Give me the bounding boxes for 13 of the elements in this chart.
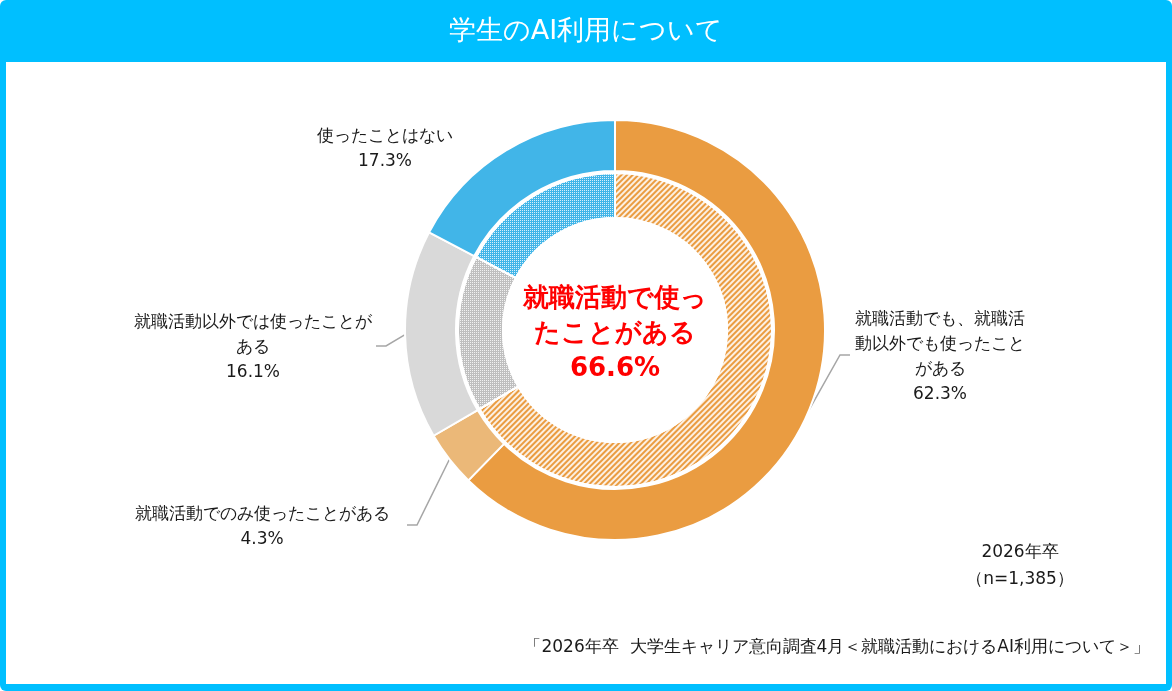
data-label: 16.1% <box>225 361 281 381</box>
chart-title: 学生のAI利用について <box>447 13 725 47</box>
data-label: 17.3% <box>357 149 413 170</box>
slice-label: 就職活動でのみ使ったことがある <box>134 502 390 523</box>
slice-label: 就職活動でも、就職活動以外でも使ったことがある <box>855 307 1025 378</box>
text: （n=1,385） <box>966 568 1074 588</box>
data-label: 4.3% <box>240 527 284 548</box>
slice-label: 使ったことはない <box>317 124 453 145</box>
data-label: 62.3% <box>912 382 968 403</box>
slice-label: 就職活動以外では使ったことがある <box>134 311 373 356</box>
text: 就職活動で使ったことがある66.6% <box>522 282 707 382</box>
text: 「2026年卒 大学生キャリア意向調査4月＜就職活動におけるAI利用について＞」 <box>524 636 1150 656</box>
text: 2026年卒 <box>981 541 1059 561</box>
